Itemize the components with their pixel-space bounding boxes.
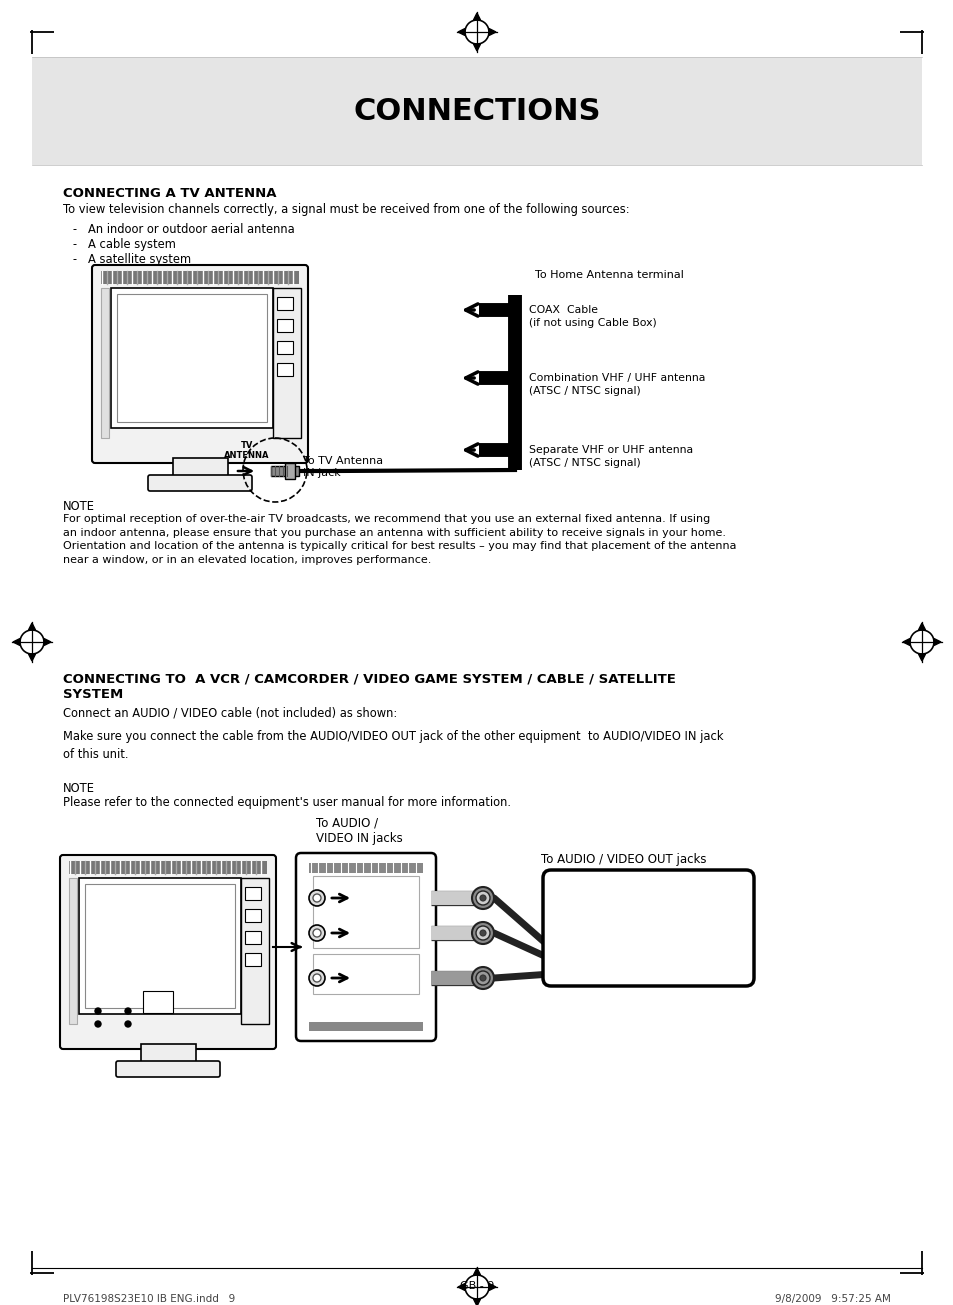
Polygon shape [489,1284,496,1291]
Polygon shape [44,638,51,646]
Text: CONNECTING TO  A VCR / CAMCORDER / VIDEO GAME SYSTEM / CABLE / SATELLITE: CONNECTING TO A VCR / CAMCORDER / VIDEO … [63,672,675,685]
FancyBboxPatch shape [542,870,753,987]
Bar [143,990,172,1013]
Text: TV
ANTENNA: TV ANTENNA [224,441,270,461]
Polygon shape [473,44,480,51]
Circle shape [313,974,320,981]
Bar [85,883,234,1007]
Bar [276,363,293,376]
Text: CONNECTING A TV ANTENNA: CONNECTING A TV ANTENNA [63,187,276,200]
Circle shape [476,927,490,940]
FancyBboxPatch shape [295,853,436,1041]
Text: Connect an AUDIO / VIDEO cable (not included) as shown:: Connect an AUDIO / VIDEO cable (not incl… [63,706,396,719]
Bar [79,878,241,1014]
FancyBboxPatch shape [116,1061,220,1077]
Circle shape [472,923,494,944]
FancyBboxPatch shape [91,265,308,463]
Bar [285,463,294,479]
Polygon shape [457,29,464,35]
Bar [111,288,273,428]
Bar [117,294,267,422]
Circle shape [313,929,320,937]
Bar [101,271,298,284]
Bar [101,288,109,438]
Circle shape [309,970,325,987]
Polygon shape [457,1284,464,1291]
Bar [69,861,267,874]
Polygon shape [918,654,924,662]
Text: AUDIO IN: AUDIO IN [338,913,371,920]
Bar [276,341,293,354]
Circle shape [472,967,494,989]
Bar [309,1022,422,1031]
Bar [245,910,261,923]
Circle shape [479,975,485,981]
Text: -   An indoor or outdoor aerial antenna: - An indoor or outdoor aerial antenna [73,223,294,236]
Circle shape [313,894,320,902]
Bar [276,318,293,331]
Bar [276,298,293,311]
FancyBboxPatch shape [60,855,275,1049]
Bar [309,863,422,873]
Text: 9/8/2009   9:57:25 AM: 9/8/2009 9:57:25 AM [774,1295,890,1304]
Bar [245,887,261,900]
FancyBboxPatch shape [148,475,252,491]
Polygon shape [473,1298,480,1305]
Bar [69,878,77,1024]
Circle shape [95,1007,101,1014]
Bar [172,458,228,478]
Text: CONNECTIONS: CONNECTIONS [353,97,600,125]
Polygon shape [13,638,20,646]
Text: GB - 9: GB - 9 [459,1282,494,1291]
Text: For optimal reception of over-the-air TV broadcasts, we recommend that you use a: For optimal reception of over-the-air TV… [63,514,736,565]
Polygon shape [918,622,924,630]
Text: NOTE: NOTE [63,500,95,513]
Text: NOTE: NOTE [63,782,95,795]
Bar [141,1044,195,1064]
Circle shape [479,895,485,900]
Text: VIDEO IN: VIDEO IN [338,966,370,972]
Text: To view television channels correctly, a signal must be received from one of the: To view television channels correctly, a… [63,204,629,217]
Polygon shape [29,654,35,662]
Text: To Home Antenna terminal: To Home Antenna terminal [535,270,683,281]
Bar [273,288,301,438]
Text: PLV76198S23E10 IB ENG.indd   9: PLV76198S23E10 IB ENG.indd 9 [63,1295,235,1304]
Text: Combination VHF / UHF antenna
(ATSC / NTSC signal): Combination VHF / UHF antenna (ATSC / NT… [529,373,704,395]
Polygon shape [29,622,35,630]
Bar [32,57,921,164]
Circle shape [479,930,485,936]
Polygon shape [933,638,940,646]
Circle shape [309,890,325,906]
Text: To AUDIO / VIDEO OUT jacks: To AUDIO / VIDEO OUT jacks [540,853,706,867]
Circle shape [476,891,490,904]
Polygon shape [473,1268,480,1275]
Circle shape [472,887,494,910]
Text: -   A satellite system: - A satellite system [73,253,191,266]
Circle shape [476,971,490,985]
Bar [241,878,269,1024]
Text: To TV Antenna
IN jack: To TV Antenna IN jack [303,455,383,479]
Text: -   A cable system: - A cable system [73,238,175,251]
Text: VCR /: VCR / [625,897,669,911]
Bar [313,876,418,947]
Bar [245,953,261,966]
Text: To AUDIO /
VIDEO IN jacks: To AUDIO / VIDEO IN jacks [315,816,402,846]
Text: COAX  Cable
(if not using Cable Box): COAX Cable (if not using Cable Box) [529,305,656,328]
Circle shape [309,925,325,941]
Circle shape [95,1021,101,1027]
Text: VIDEO GAME SYSTEM /: VIDEO GAME SYSTEM / [554,913,740,929]
Text: CAMCORDER etc.: CAMCORDER etc. [577,932,718,947]
Polygon shape [902,638,909,646]
Text: Please refer to the connected equipment's user manual for more information.: Please refer to the connected equipment'… [63,796,511,809]
Bar [271,466,298,476]
Text: SYSTEM: SYSTEM [63,688,123,701]
Circle shape [125,1007,131,1014]
Text: Make sure you connect the cable from the AUDIO/VIDEO OUT jack of the other equip: Make sure you connect the cable from the… [63,729,722,761]
Bar [245,930,261,944]
Polygon shape [473,13,480,20]
Circle shape [125,1021,131,1027]
Polygon shape [489,29,496,35]
Bar [313,954,418,994]
Text: Separate VHF or UHF antenna
(ATSC / NTSC signal): Separate VHF or UHF antenna (ATSC / NTSC… [529,445,693,467]
